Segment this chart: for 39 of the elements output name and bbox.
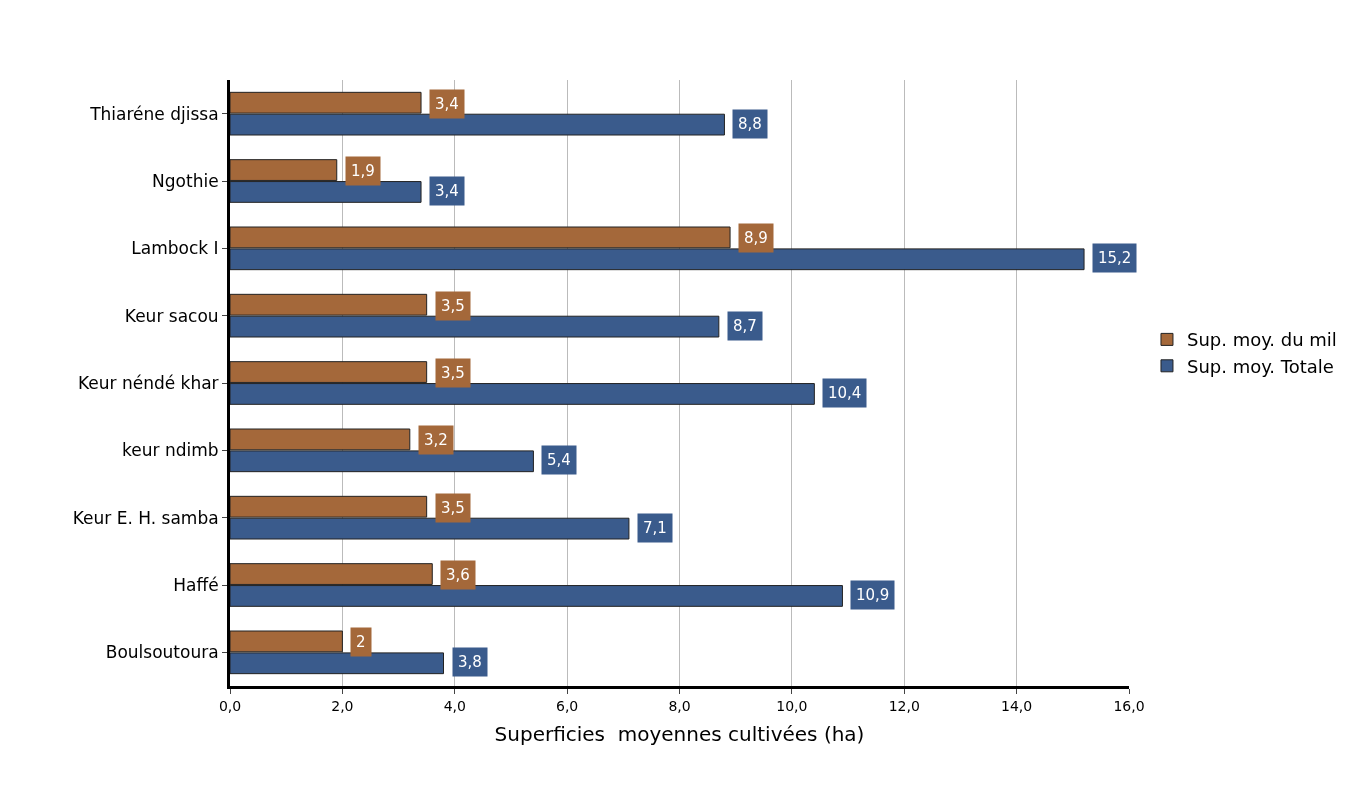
x-tick-label: 10,0 [776,697,808,714]
data-label: 3,5 [441,297,465,315]
x-tick-label: 0,0 [218,697,242,714]
data-label: 15,2 [1098,249,1132,267]
legend-label: Sup. moy. Totale [1186,355,1334,377]
x-tick-label: 12,0 [888,697,920,714]
data-label: 8,7 [733,317,757,335]
y-tick-label: Keur néndé khar [77,372,219,393]
x-tick-label: 4,0 [443,697,466,714]
data-label: 3,5 [441,499,465,517]
data-label: 3,6 [446,566,470,584]
y-tick-label: keur ndimb [122,440,219,461]
data-label: 5,4 [547,451,571,469]
data-label: 8,9 [744,229,768,247]
y-tick-label: Ngothie [152,170,219,191]
data-label: 3,8 [458,653,482,671]
data-label: 3,5 [441,364,465,382]
x-tick-label: 14,0 [1001,697,1033,714]
data-label: 8,8 [738,115,762,133]
data-label: 10,9 [856,586,890,604]
data-label: 2 [356,633,366,651]
data-label: 3,4 [435,95,459,113]
x-tick-label: 16,0 [1113,697,1145,714]
y-tick-label: Boulsoutoura [105,642,219,663]
data-label: 1,9 [351,162,375,180]
data-label: 7,1 [643,519,667,537]
y-tick-label: Keur E. H. samba [72,507,219,528]
data-label: 3,2 [424,431,448,449]
x-axis-title: Superficies moyennes cultivées (ha) [494,722,865,747]
y-tick-label: Haffé [173,574,219,595]
x-tick-label: 2,0 [331,697,354,714]
legend-label: Sup. moy. du mil [1186,329,1337,351]
x-tick-label: 8,0 [668,697,691,714]
x-tick-label: 6,0 [556,697,579,714]
y-tick-label: Thiaréne djissa [89,103,219,124]
y-tick-label: Keur sacou [124,305,219,326]
data-label: 10,4 [828,384,862,402]
data-label: 3,4 [435,182,459,200]
y-tick-label: Lambock I [131,238,219,259]
